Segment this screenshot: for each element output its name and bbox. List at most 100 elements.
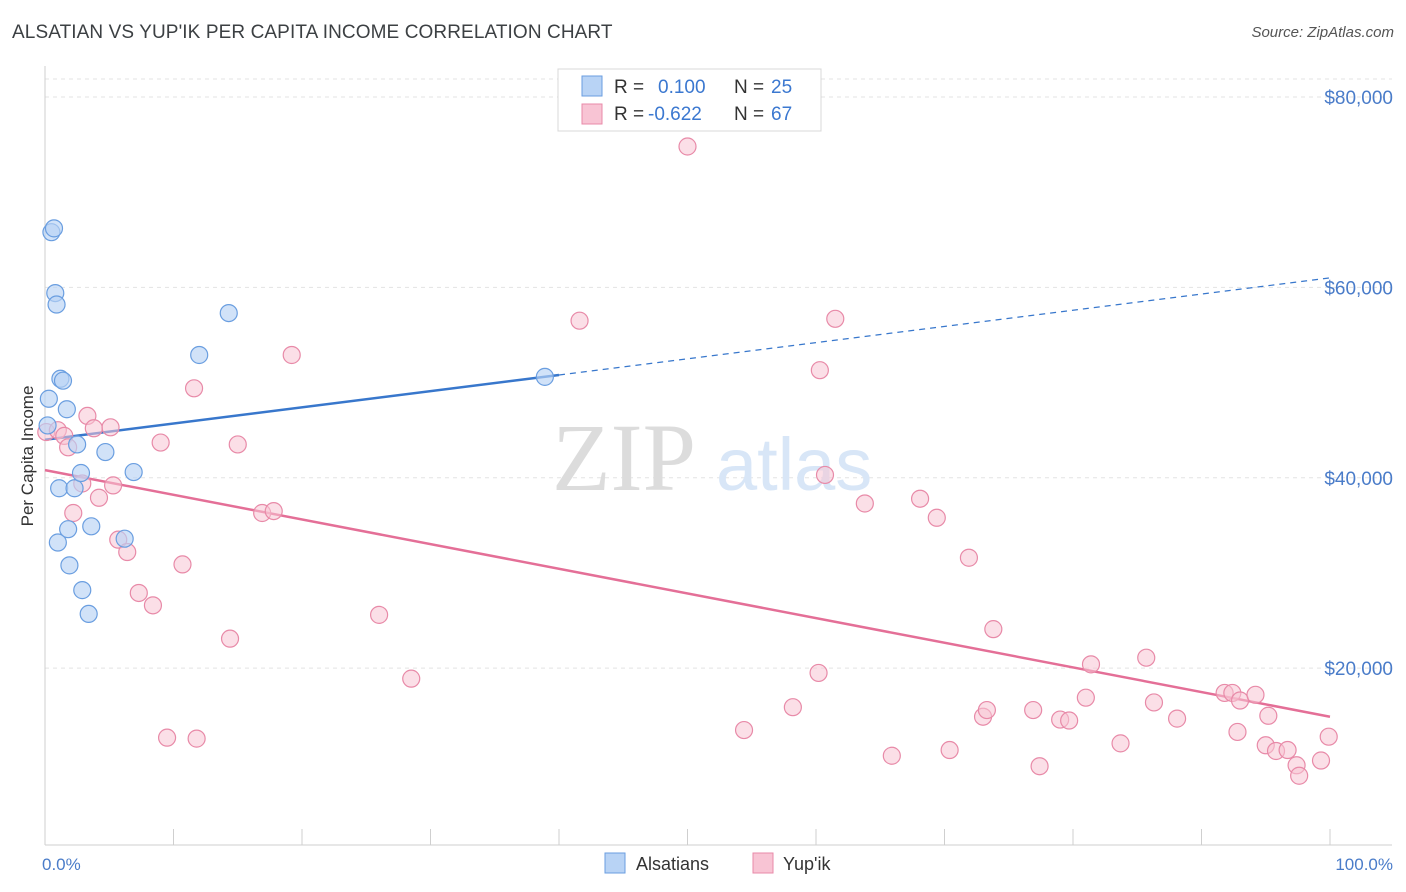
yupik-point <box>104 476 123 495</box>
yupik-legend-swatch <box>581 103 603 125</box>
yupik-point <box>815 465 835 485</box>
alsatian-trend-extension <box>558 277 1331 376</box>
yupik-point <box>826 309 845 328</box>
yupik-point <box>1278 740 1297 760</box>
alsatian-point <box>115 529 134 548</box>
yupik-legend-label: Yup'ik <box>783 854 831 874</box>
yupik-point <box>184 379 204 398</box>
alsatian-point <box>79 604 98 624</box>
alsatian-n-label: N = <box>734 77 764 98</box>
alsatian-point <box>39 389 58 408</box>
alsatian-point <box>190 345 209 365</box>
yupik-point <box>959 548 979 567</box>
yupik-point <box>1290 766 1309 785</box>
yupik-point <box>101 418 120 437</box>
yupik-point <box>282 345 301 365</box>
alsatian-point <box>48 533 67 552</box>
yupik-point <box>1246 685 1265 704</box>
alsatian-point <box>65 479 84 498</box>
yupik-n-value: 67 <box>771 104 792 125</box>
y-tick-label: $40,000 <box>1324 469 1393 490</box>
alsatian-point <box>96 442 115 462</box>
alsatian-point <box>57 400 76 419</box>
alsatian-n-value: 25 <box>771 77 792 98</box>
yupik-point <box>228 435 247 454</box>
y-axis-ticks: $20,000 $40,000 $60,000 $80,000 <box>1324 88 1393 680</box>
yupik-point <box>855 494 874 513</box>
yupik-point <box>129 583 148 603</box>
yupik-point <box>1137 648 1156 667</box>
yupik-n-label: N = <box>734 104 764 125</box>
yupik-point <box>882 746 901 765</box>
yupik-point <box>220 629 240 648</box>
y-axis-label: Per Capita Income <box>18 386 37 527</box>
alsatian-point <box>124 462 143 482</box>
source-label: Source: ZipAtlas.com <box>1251 24 1394 41</box>
watermark-atlas: atlas <box>716 423 872 506</box>
alsatian-point <box>82 517 101 536</box>
yupik-point <box>977 700 997 720</box>
alsatian-points <box>38 219 554 624</box>
yupik-point <box>370 605 389 624</box>
yupik-point <box>1230 691 1250 710</box>
alsatian-point <box>38 416 57 435</box>
yupik-point <box>940 740 959 760</box>
axes <box>44 66 1392 846</box>
yupik-point <box>1030 757 1049 776</box>
x-tick-label: 0.0% <box>42 855 81 874</box>
x-axis-ticks: 0.0% 100.0% <box>42 855 1393 874</box>
alsatian-point <box>50 479 69 498</box>
alsatian-point <box>71 463 91 483</box>
alsatian-legend-swatch <box>581 75 603 97</box>
alsatian-trend-line <box>44 373 560 441</box>
yupik-point <box>1024 700 1043 720</box>
yupik-r-value: -0.622 <box>648 104 702 125</box>
yupik-point <box>783 698 802 717</box>
yupik-point <box>64 503 83 523</box>
yupik-r-label: R = <box>614 104 644 125</box>
yupik-point <box>1060 711 1079 730</box>
alsatian-point <box>53 371 73 390</box>
yupik-point <box>927 508 946 527</box>
yupik-point <box>187 729 206 748</box>
yupik-point <box>151 433 170 452</box>
yupik-point <box>157 728 177 747</box>
yupik-point <box>734 720 754 740</box>
alsatian-point <box>68 435 87 454</box>
x-tick-label: 100.0% <box>1335 855 1393 874</box>
correlation-legend: R = 0.100 N = 25 R = -0.622 N = 67 <box>557 68 822 132</box>
yupik-point <box>402 669 421 688</box>
yupik-point <box>89 488 109 507</box>
yupik-point <box>84 419 103 438</box>
alsatians-legend-label: Alsatians <box>636 854 709 874</box>
y-tick-label: $60,000 <box>1324 278 1393 299</box>
alsatian-point <box>44 219 64 238</box>
watermark-zip: ZIP <box>552 404 696 511</box>
yupik-point <box>1076 688 1095 707</box>
yupik-legend-swatch-bottom <box>752 852 774 874</box>
yupik-point <box>910 489 930 508</box>
y-tick-label: $80,000 <box>1324 88 1393 109</box>
yupik-point <box>264 501 283 521</box>
yupik-point <box>809 663 828 683</box>
gridlines <box>45 78 1392 669</box>
yupik-point <box>1311 751 1331 770</box>
yupik-point <box>143 596 163 615</box>
alsatian-point <box>59 520 78 539</box>
alsatian-point <box>535 367 554 386</box>
chart-title: ALSATIAN VS YUP'IK PER CAPITA INCOME COR… <box>12 22 613 43</box>
alsatian-r-value: 0.100 <box>658 77 706 98</box>
alsatians-legend-swatch <box>604 852 626 874</box>
series-legend: Alsatians Yup'ik <box>604 852 831 874</box>
alsatian-r-label: R = <box>614 77 644 98</box>
y-tick-label: $20,000 <box>1324 659 1393 680</box>
yupik-point <box>173 555 192 574</box>
yupik-point <box>1081 655 1101 674</box>
yupik-point <box>570 311 589 330</box>
alsatian-point <box>60 556 79 575</box>
yupik-point <box>1111 734 1130 753</box>
yupik-point <box>1228 722 1247 742</box>
alsatian-point <box>73 581 92 600</box>
alsatian-point <box>47 295 66 314</box>
